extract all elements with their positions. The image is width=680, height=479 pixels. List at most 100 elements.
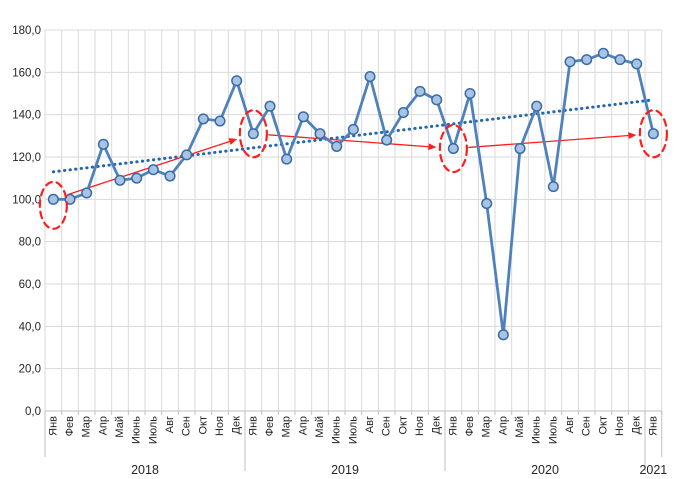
x-axis-month-label: Июнь [131, 416, 143, 444]
x-axis-month-label: Сен [181, 416, 193, 436]
x-axis-month-label: Дек [231, 416, 243, 435]
yoy-arrow-line [468, 134, 633, 149]
x-axis-month-label: Ноя [414, 416, 426, 436]
data-point-marker [97, 138, 109, 150]
data-point-marker [464, 87, 476, 100]
data-point-marker [297, 111, 309, 123]
y-axis-tick-label: 20,0 [19, 364, 41, 376]
x-axis-month-label: Ноя [614, 416, 626, 436]
data-point-marker [431, 94, 443, 106]
x-axis-month-label: Мар [281, 416, 293, 438]
data-point-marker [631, 58, 643, 70]
x-axis-year-label: 2019 [331, 463, 359, 477]
x-axis-month-label: Сен [381, 416, 393, 436]
x-axis-month-label: Янв [447, 416, 459, 436]
x-axis-month-label: Янв [647, 416, 659, 436]
data-point-marker [331, 140, 343, 152]
x-axis-month-label: Апр [497, 416, 509, 435]
y-axis-tick-label: 0,0 [25, 406, 41, 418]
x-axis-month-label: Окт [397, 416, 409, 435]
data-point-marker [364, 71, 376, 83]
x-axis-month-label: Сен [581, 416, 593, 436]
x-axis-month-label: Мар [81, 416, 93, 438]
data-point-marker [614, 54, 626, 66]
x-axis-month-label: Июль [147, 416, 159, 444]
y-axis-tick-label: 60,0 [19, 279, 41, 291]
x-axis-month-label: Мар [481, 416, 493, 438]
y-axis-tick-label: 40,0 [19, 321, 41, 333]
yoy-arrowhead [428, 143, 437, 151]
y-axis-tick-label: 140,0 [12, 110, 41, 122]
y-axis-tick-label: 180,0 [12, 25, 41, 37]
x-axis-month-label: Фев [264, 416, 276, 436]
x-axis-month-label: Май [314, 416, 326, 438]
y-axis-tick-label: 100,0 [12, 194, 41, 206]
x-axis-month-label: Янв [247, 416, 259, 436]
highlight-ellipse [438, 123, 468, 174]
x-axis-month-label: Май [514, 416, 526, 438]
data-point-marker [114, 174, 126, 186]
data-point-marker [314, 128, 326, 140]
series-line [51, 51, 655, 337]
x-axis-month-label: Фев [464, 416, 476, 436]
data-point-marker [564, 56, 576, 68]
x-axis-month-label: Фев [64, 416, 76, 436]
y-axis-tick-label: 80,0 [19, 237, 41, 249]
data-point-marker [414, 85, 426, 97]
data-point-marker [197, 113, 209, 125]
x-axis-month-label: Дек [431, 416, 443, 435]
data-point-marker [214, 115, 226, 127]
x-axis-month-label: Окт [597, 416, 609, 435]
data-point-marker [181, 149, 193, 161]
yoy-arrowhead [628, 132, 637, 140]
data-point-marker [281, 153, 293, 165]
data-point-marker [547, 181, 559, 193]
data-point-marker [397, 107, 409, 119]
highlight-ellipse [638, 109, 668, 159]
x-axis-year-label: 2021 [639, 463, 667, 477]
data-point-marker [231, 75, 243, 87]
data-point-marker [64, 193, 76, 205]
trendline-dotted [51, 98, 655, 174]
data-point-marker [497, 329, 509, 341]
y-axis-tick-label: 120,0 [12, 152, 41, 164]
x-axis-month-label: Июль [347, 416, 359, 444]
x-axis-month-label: Апр [297, 416, 309, 435]
x-axis-month-label: Авг [364, 416, 376, 433]
data-point-marker [147, 164, 159, 176]
highlight-ellipse [238, 109, 268, 159]
data-point-marker [597, 47, 609, 59]
x-axis-year-label: 2018 [131, 463, 159, 477]
data-point-marker [481, 198, 493, 210]
data-point-marker [164, 170, 176, 182]
data-point-marker [647, 128, 659, 140]
data-point-marker [81, 187, 93, 199]
y-axis-tick-label: 160,0 [12, 67, 41, 79]
x-axis-month-label: Май [114, 416, 126, 438]
x-axis-month-label: Апр [97, 416, 109, 435]
x-axis-month-label: Окт [197, 416, 209, 435]
yoy-arrowhead [228, 138, 238, 145]
x-axis-month-label: Авг [164, 416, 176, 433]
data-point-marker [531, 100, 543, 112]
x-axis-month-label: Июль [547, 416, 559, 444]
data-point-marker [381, 134, 393, 146]
x-axis-month-label: Авг [564, 416, 576, 433]
data-point-marker [264, 100, 276, 112]
x-axis-month-label: Июнь [331, 416, 343, 444]
data-point-marker [514, 142, 526, 155]
x-axis-month-label: Ноя [214, 416, 226, 436]
data-point-marker [447, 142, 459, 155]
highlight-ellipse [38, 180, 68, 230]
x-axis-year-label: 2020 [531, 463, 559, 477]
data-point-marker [581, 54, 593, 66]
data-point-marker [247, 128, 259, 140]
x-axis-month-label: Дек [631, 416, 643, 435]
data-point-marker [47, 193, 59, 205]
x-axis-month-label: Янв [47, 416, 59, 436]
data-point-marker [131, 172, 143, 184]
data-point-marker [347, 123, 359, 136]
x-axis-month-label: Июнь [531, 416, 543, 444]
